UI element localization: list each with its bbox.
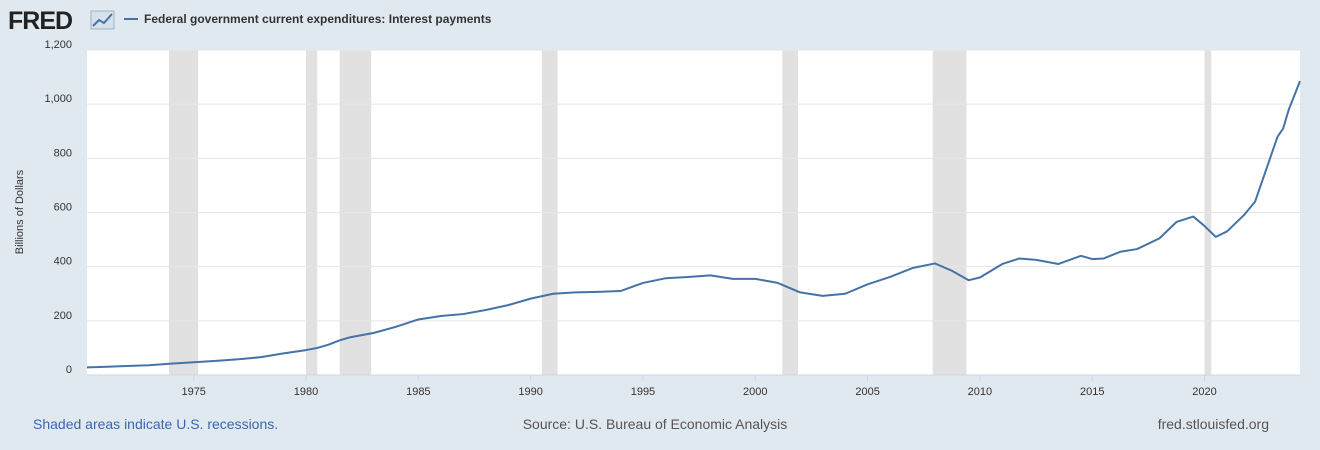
x-tick-label: 1975 — [181, 386, 205, 398]
x-tick-label: 2015 — [1080, 386, 1104, 398]
legend-label: Federal government current expenditures:… — [144, 12, 492, 26]
x-tick-label: 1985 — [406, 386, 430, 398]
source: Source: U.S. Bureau of Economic Analysis — [523, 416, 788, 432]
y-tick-label: 800 — [54, 147, 72, 159]
x-tick-label: 2020 — [1192, 386, 1216, 398]
y-tick-label: 600 — [54, 202, 72, 214]
x-tick-label: 2010 — [968, 386, 992, 398]
y-tick-label: 200 — [54, 310, 72, 322]
site-url[interactable]: fred.stlouisfed.org — [1158, 416, 1269, 432]
y-tick-label: 0 — [66, 364, 72, 376]
y-tick-label: 1,200 — [44, 39, 72, 51]
x-tick-label: 1980 — [294, 386, 318, 398]
logo: FRED — [8, 7, 72, 35]
recession-note[interactable]: Shaded areas indicate U.S. recessions. — [33, 416, 278, 432]
x-tick-label: 2000 — [743, 386, 767, 398]
y-tick-label: 1,000 — [44, 93, 72, 105]
logo-icon — [90, 10, 115, 30]
x-tick-label: 1995 — [631, 386, 655, 398]
y-axis-label: Billions of Dollars — [14, 169, 26, 254]
y-tick-label: 400 — [54, 256, 72, 268]
x-tick-label: 1990 — [518, 386, 542, 398]
series-line — [86, 80, 1301, 369]
x-tick-label: 2005 — [855, 386, 879, 398]
